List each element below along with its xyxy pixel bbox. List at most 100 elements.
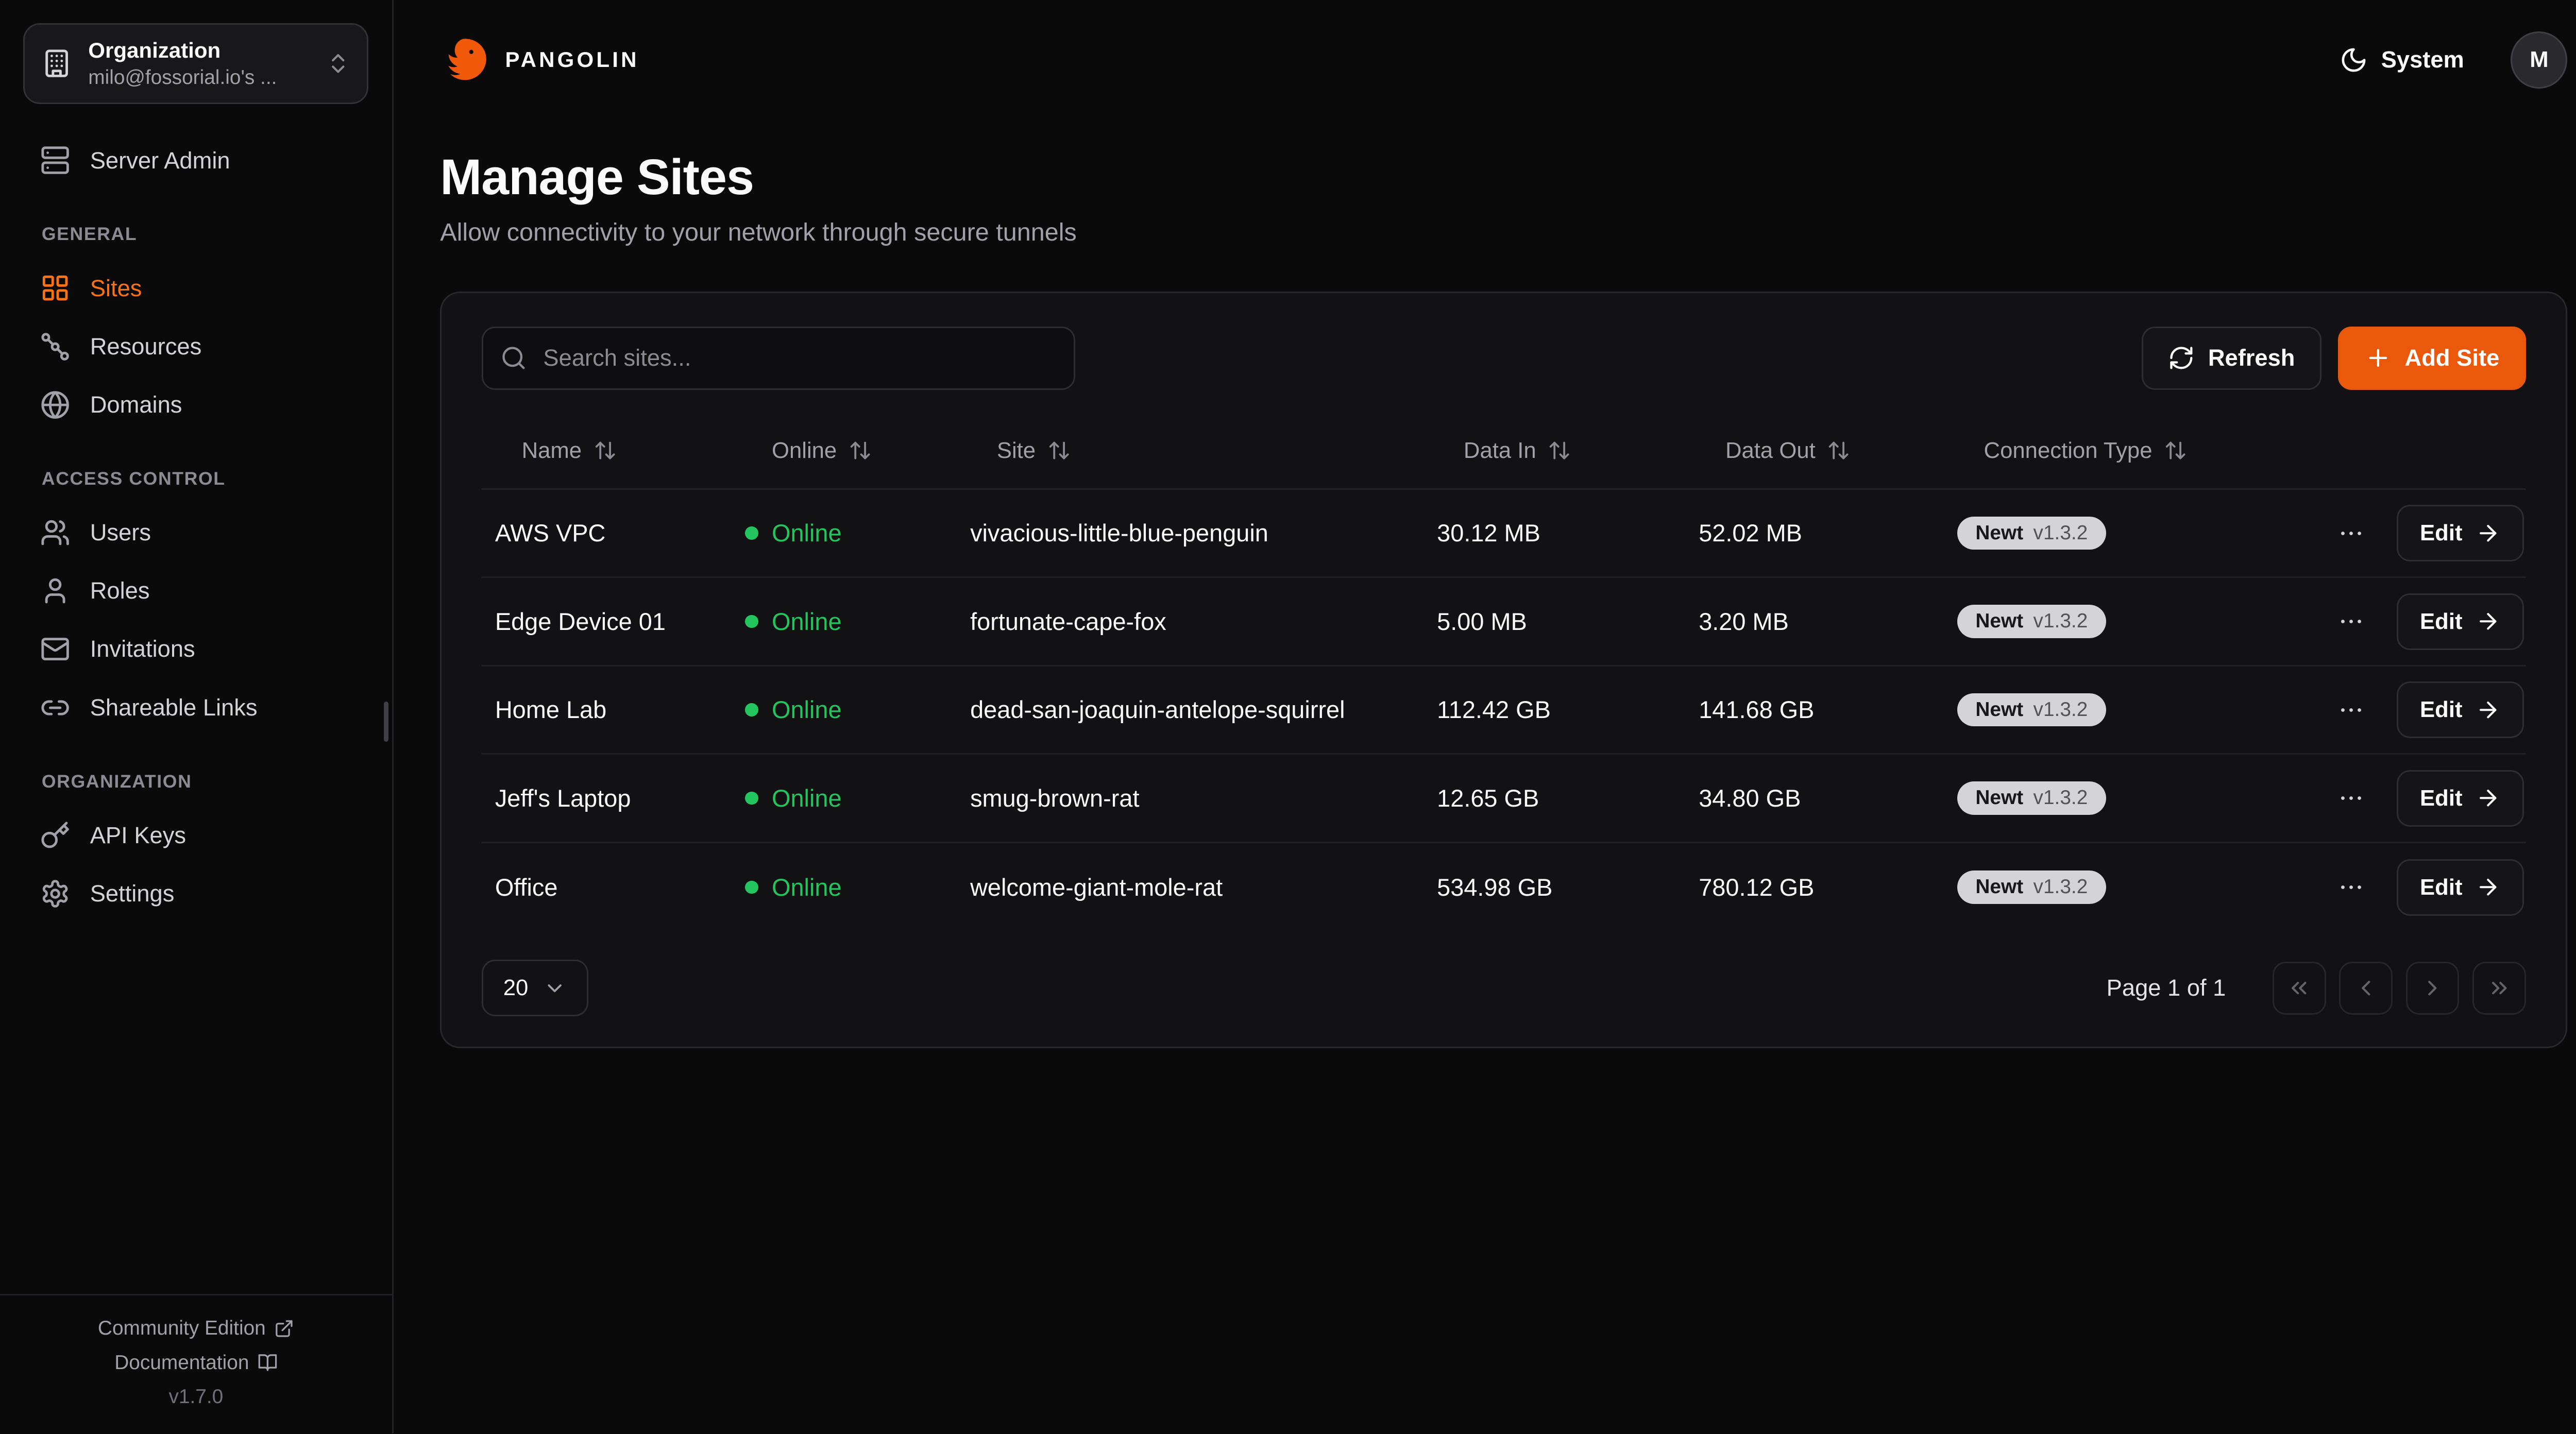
- page-subtitle: Allow connectivity to your network throu…: [440, 218, 1077, 246]
- row-menu-button[interactable]: [2330, 601, 2372, 642]
- sidebar-item-label: Resources: [90, 333, 202, 360]
- sidebar-item-resources[interactable]: Resources: [23, 320, 368, 373]
- arrow-right-icon: [2476, 875, 2501, 900]
- sidebar-item-api-keys[interactable]: API Keys: [23, 809, 368, 862]
- grid-icon: [40, 273, 70, 303]
- row-actions: Edit: [2327, 593, 2527, 650]
- connection-name: Newt: [1975, 698, 2024, 721]
- edit-button[interactable]: Edit: [2396, 593, 2524, 650]
- building-icon: [42, 48, 72, 78]
- edit-button[interactable]: Edit: [2396, 770, 2524, 827]
- page-header: Manage Sites Allow connectivity to your …: [440, 148, 2567, 247]
- top-bar-right: System M: [2329, 31, 2568, 89]
- online-dot-icon: [745, 703, 759, 716]
- column-header-data-in[interactable]: Data In: [1423, 438, 1685, 464]
- online-dot-icon: [745, 880, 759, 894]
- column-header-name[interactable]: Name: [482, 438, 732, 464]
- ellipsis-icon: [2337, 607, 2365, 636]
- chevrons-left-icon: [2286, 976, 2312, 1001]
- page-size-select[interactable]: 20: [481, 960, 588, 1017]
- chevron-right-icon: [2420, 976, 2445, 1001]
- sidebar-item-roles[interactable]: Roles: [23, 564, 368, 618]
- sort-icon: [849, 439, 872, 462]
- edit-label: Edit: [2420, 520, 2463, 546]
- data-out-value: 780.12 GB: [1699, 874, 1815, 901]
- section-heading-access-control: ACCESS CONTROL: [41, 468, 226, 489]
- next-page-button[interactable]: [2405, 961, 2460, 1015]
- edit-button[interactable]: Edit: [2396, 505, 2524, 562]
- edit-button[interactable]: Edit: [2396, 681, 2524, 739]
- ellipsis-icon: [2337, 784, 2365, 812]
- online-label: Online: [771, 696, 842, 724]
- row-actions: Edit: [2327, 681, 2527, 739]
- sidebar-resize-handle[interactable]: [383, 702, 389, 742]
- sidebar-item-shareable-links[interactable]: Shareable Links: [23, 681, 368, 735]
- site-slug: dead-san-joaquin-antelope-squirrel: [970, 696, 1345, 724]
- row-menu-button[interactable]: [2330, 777, 2372, 819]
- online-status: Online: [732, 608, 957, 636]
- online-label: Online: [771, 784, 842, 812]
- previous-page-button[interactable]: [2339, 961, 2393, 1015]
- documentation-link[interactable]: Documentation: [114, 1352, 277, 1374]
- site-name: Edge Device 01: [495, 608, 666, 635]
- sidebar-item-invitations[interactable]: Invitations: [23, 623, 368, 676]
- data-out-value: 52.02 MB: [1699, 520, 1802, 547]
- sidebar-item-domains[interactable]: Domains: [23, 378, 368, 432]
- site-name: Office: [495, 874, 558, 901]
- avatar[interactable]: M: [2511, 31, 2568, 89]
- column-header-data-out[interactable]: Data Out: [1685, 438, 1944, 464]
- data-out-value: 34.80 GB: [1699, 784, 1801, 812]
- org-picker[interactable]: Organization milo@fossorial.io's ...: [23, 23, 369, 104]
- search-icon: [500, 345, 527, 371]
- add-site-button[interactable]: Add Site: [2338, 326, 2526, 390]
- sidebar-item-label: Domains: [90, 391, 182, 418]
- sidebar-item-label: Server Admin: [90, 147, 230, 174]
- server-icon: [40, 145, 70, 175]
- globe-icon: [40, 390, 70, 420]
- row-actions: Edit: [2327, 505, 2527, 562]
- page-size-value: 20: [503, 975, 529, 1001]
- theme-toggle[interactable]: System: [2329, 44, 2474, 76]
- mail-icon: [40, 634, 70, 664]
- online-dot-icon: [745, 791, 759, 805]
- refresh-icon: [2168, 345, 2195, 371]
- row-menu-button[interactable]: [2330, 513, 2372, 554]
- toolbar-buttons: Refresh Add Site: [2141, 326, 2526, 390]
- community-edition-link[interactable]: Community Edition: [98, 1317, 294, 1340]
- avatar-initial: M: [2530, 47, 2549, 73]
- first-page-button[interactable]: [2272, 961, 2326, 1015]
- refresh-button[interactable]: Refresh: [2141, 326, 2322, 390]
- org-picker-title: Organization: [88, 38, 221, 63]
- column-header-connection-type[interactable]: Connection Type: [1944, 438, 2327, 464]
- brand[interactable]: PANGOLIN: [440, 35, 639, 85]
- arrow-right-icon: [2476, 786, 2501, 811]
- data-in-value: 12.65 GB: [1437, 784, 1539, 812]
- edit-button[interactable]: Edit: [2396, 859, 2524, 916]
- waypoints-icon: [40, 332, 70, 362]
- pagination: Page 1 of 1: [2107, 961, 2526, 1015]
- sidebar-item-users[interactable]: Users: [23, 506, 368, 559]
- sidebar-item-settings[interactable]: Settings: [23, 867, 368, 920]
- ellipsis-icon: [2337, 519, 2365, 548]
- connection-badge: Newt v1.3.2: [1957, 781, 2106, 815]
- refresh-label: Refresh: [2208, 345, 2295, 371]
- sidebar: Organization milo@fossorial.io's ... Ser…: [0, 0, 394, 1433]
- sort-icon: [594, 439, 617, 462]
- pangolin-logo-icon: [448, 39, 487, 80]
- search-input[interactable]: [481, 326, 1075, 390]
- app-version: v1.7.0: [168, 1386, 224, 1408]
- row-menu-button[interactable]: [2330, 866, 2372, 908]
- sort-icon: [1047, 439, 1071, 462]
- sidebar-nav: Server Admin GENERAL Sites Resources Dom…: [23, 134, 368, 920]
- connection-type-cell: Newt v1.3.2: [1944, 781, 2327, 815]
- data-in-value: 112.42 GB: [1437, 696, 1551, 724]
- sidebar-item-sites[interactable]: Sites: [23, 262, 368, 315]
- column-header-site[interactable]: Site: [957, 438, 1423, 464]
- site-slug: welcome-giant-mole-rat: [970, 874, 1223, 901]
- row-menu-button[interactable]: [2330, 689, 2372, 731]
- table-row: Jeff's Laptop Online smug-brown-rat 12.6…: [481, 755, 2526, 843]
- sidebar-item-server-admin[interactable]: Server Admin: [23, 134, 368, 187]
- column-header-online[interactable]: Online: [732, 438, 957, 464]
- last-page-button[interactable]: [2472, 961, 2526, 1015]
